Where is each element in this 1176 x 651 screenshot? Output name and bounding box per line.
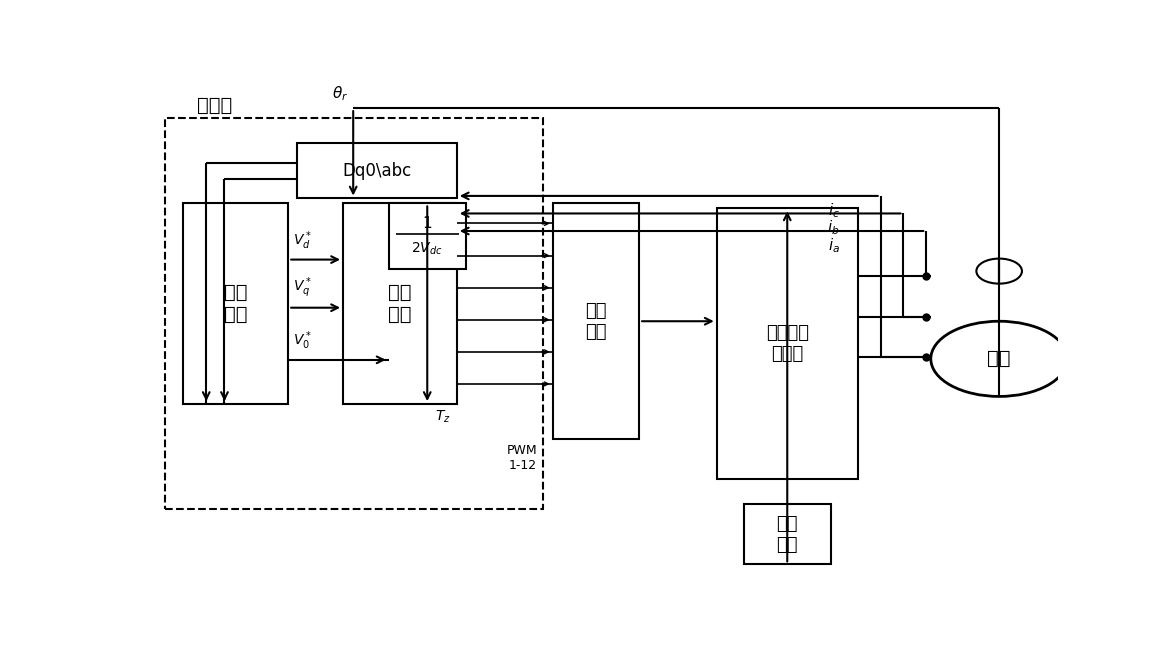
Text: 三相全桥
逆变器: 三相全桥 逆变器 — [766, 324, 809, 363]
Text: 电机: 电机 — [988, 350, 1011, 368]
FancyBboxPatch shape — [716, 208, 858, 479]
Text: PWM
1-12: PWM 1-12 — [507, 444, 537, 472]
Text: Dq0\abc: Dq0\abc — [342, 162, 412, 180]
FancyBboxPatch shape — [183, 203, 288, 404]
Text: $i_b$: $i_b$ — [827, 219, 840, 237]
Text: $i_c$: $i_c$ — [828, 201, 840, 219]
FancyBboxPatch shape — [553, 203, 640, 439]
Text: $V_q^*$: $V_q^*$ — [293, 275, 312, 300]
Text: $T_z$: $T_z$ — [435, 409, 450, 425]
Text: 控制器: 控制器 — [198, 96, 233, 115]
Text: $V_d^*$: $V_d^*$ — [293, 229, 312, 252]
Text: $i_a$: $i_a$ — [828, 236, 840, 255]
Text: 供电
电源: 供电 电源 — [776, 515, 799, 554]
Text: $\theta_r$: $\theta_r$ — [333, 85, 348, 104]
Text: 1: 1 — [422, 216, 432, 231]
Text: 驱动
电路: 驱动 电路 — [586, 302, 607, 340]
FancyBboxPatch shape — [388, 203, 466, 269]
FancyBboxPatch shape — [165, 118, 543, 509]
Text: 控制
算法: 控制 算法 — [225, 283, 248, 324]
FancyBboxPatch shape — [298, 143, 456, 199]
FancyBboxPatch shape — [744, 504, 830, 564]
FancyBboxPatch shape — [343, 203, 456, 404]
Text: $2V_{dc}$: $2V_{dc}$ — [412, 240, 443, 256]
Text: 脉宽
调制: 脉宽 调制 — [388, 283, 412, 324]
Text: $V_0^*$: $V_0^*$ — [293, 329, 312, 352]
